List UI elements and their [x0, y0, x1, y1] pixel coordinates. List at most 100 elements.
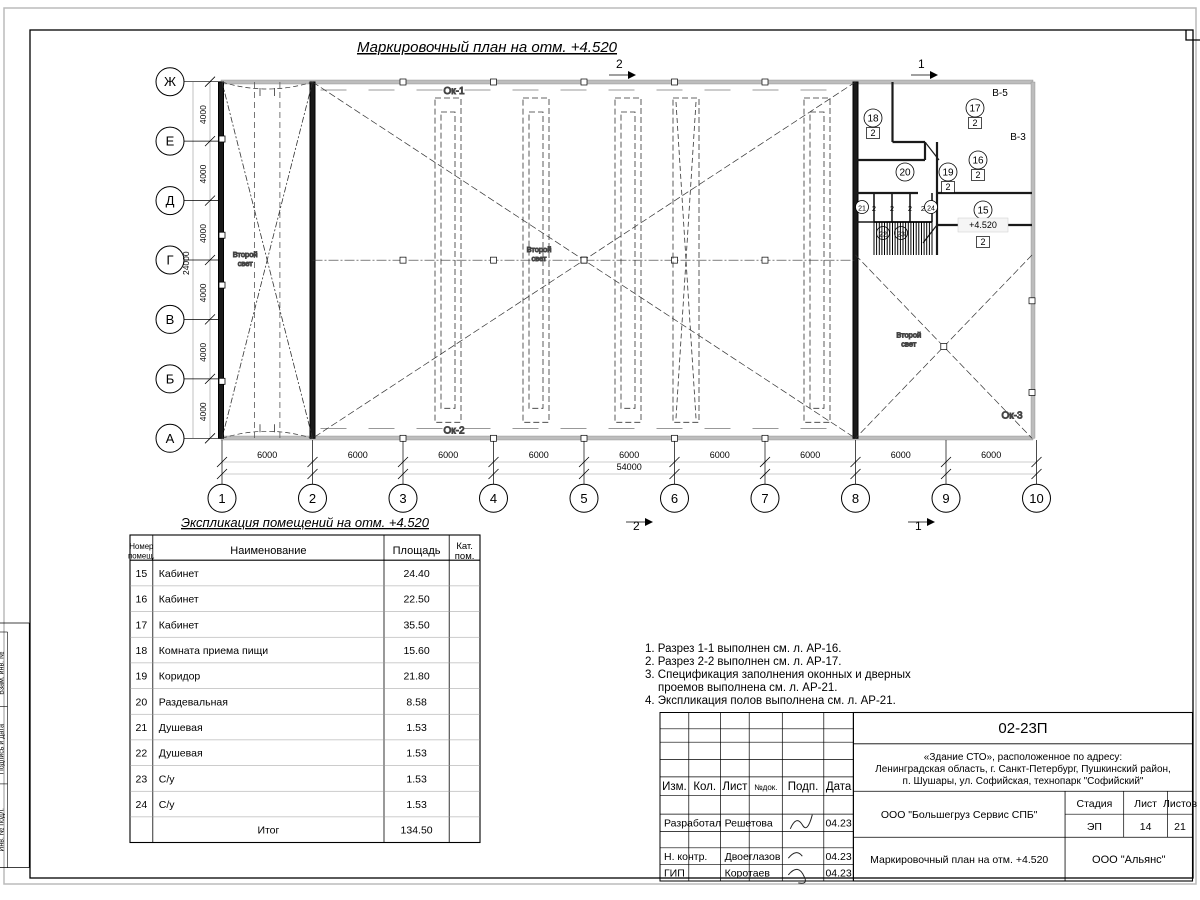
svg-text:1: 1: [918, 57, 925, 71]
svg-text:3: 3: [399, 491, 406, 506]
svg-text:24: 24: [136, 799, 148, 811]
svg-text:24000: 24000: [181, 251, 191, 275]
svg-text:21: 21: [858, 206, 866, 213]
svg-text:В-5: В-5: [992, 88, 1008, 99]
svg-text:134.50: 134.50: [401, 825, 433, 837]
svg-text:6000: 6000: [619, 450, 639, 460]
svg-text:6000: 6000: [438, 450, 458, 460]
svg-text:Маркировочный план на отм. +4.: Маркировочный план на отм. +4.520: [870, 854, 1048, 866]
svg-text:16: 16: [136, 594, 148, 606]
svg-text:15: 15: [977, 206, 989, 217]
svg-text:6: 6: [671, 491, 678, 506]
svg-text:пом.: пом.: [455, 551, 475, 562]
svg-text:2: 2: [908, 204, 912, 213]
svg-text:4. Экспликация полов выполнена: 4. Экспликация полов выполнена см. л. АР…: [645, 695, 896, 707]
svg-text:Взам. инв. №: Взам. инв. №: [0, 651, 6, 694]
svg-text:16: 16: [972, 156, 984, 167]
svg-text:С/у: С/у: [159, 799, 176, 811]
svg-text:2: 2: [972, 118, 977, 128]
svg-text:Ленинградская область, г. Санк: Ленинградская область, г. Санкт-Петербур…: [875, 763, 1171, 775]
svg-text:8: 8: [852, 491, 859, 506]
svg-text:Листов: Листов: [1163, 798, 1198, 810]
svg-text:Душевая: Душевая: [159, 722, 203, 734]
svg-text:Наименование: Наименование: [230, 545, 306, 557]
svg-text:1: 1: [915, 519, 922, 533]
svg-text:14: 14: [1140, 821, 1152, 833]
svg-text:6000: 6000: [800, 450, 820, 460]
svg-text:1.53: 1.53: [406, 799, 427, 811]
svg-text:свет: свет: [238, 259, 254, 268]
svg-text:24: 24: [927, 206, 935, 213]
svg-text:22: 22: [136, 748, 148, 760]
svg-text:ООО "Большегруз Сервис СПБ": ООО "Большегруз Сервис СПБ": [881, 809, 1038, 821]
svg-text:№док.: №док.: [754, 783, 777, 792]
svg-text:02-23П: 02-23П: [998, 720, 1047, 737]
svg-text:4000: 4000: [198, 105, 208, 124]
svg-text:Лист: Лист: [1134, 798, 1157, 810]
svg-text:2: 2: [945, 182, 950, 192]
svg-text:ЭП: ЭП: [1087, 821, 1102, 833]
svg-text:17: 17: [136, 619, 148, 631]
svg-text:Раздевальная: Раздевальная: [159, 696, 228, 708]
svg-text:Площадь: Площадь: [393, 545, 441, 557]
svg-text:8.58: 8.58: [406, 696, 427, 708]
svg-text:6000: 6000: [710, 450, 730, 460]
svg-text:свет: свет: [531, 254, 547, 263]
svg-text:Коротаев: Коротаев: [725, 867, 771, 879]
svg-text:2: 2: [309, 491, 316, 506]
svg-text:Кабинет: Кабинет: [159, 594, 199, 606]
svg-text:В-3: В-3: [1010, 132, 1026, 143]
svg-text:23: 23: [897, 232, 905, 239]
svg-text:Лист: Лист: [722, 781, 748, 793]
svg-text:Двоеглазов: Двоеглазов: [725, 851, 781, 863]
svg-text:2: 2: [975, 170, 980, 180]
svg-text:п. Шушары, ул. Софийская, техн: п. Шушары, ул. Софийская, технопарк "Соф…: [903, 775, 1144, 787]
svg-text:6000: 6000: [891, 450, 911, 460]
svg-text:Кабинет: Кабинет: [159, 619, 199, 631]
svg-text:2. Разрез 2-2 выполнен см. л.: 2. Разрез 2-2 выполнен см. л. АР-17.: [645, 656, 842, 668]
svg-text:Решетова: Решетова: [725, 817, 773, 829]
svg-text:1.53: 1.53: [406, 722, 427, 734]
svg-text:21: 21: [136, 722, 148, 734]
svg-text:18: 18: [867, 114, 879, 125]
svg-text:Е: Е: [166, 134, 175, 149]
svg-text:4: 4: [490, 491, 497, 506]
svg-text:04.23: 04.23: [825, 867, 851, 879]
svg-text:04.23: 04.23: [825, 851, 851, 863]
svg-text:Кол.: Кол.: [693, 781, 716, 793]
svg-text:21: 21: [1174, 821, 1186, 833]
svg-text:2: 2: [921, 204, 925, 213]
svg-text:1. Разрез 1-1 выполнен см. л.: 1. Разрез 1-1 выполнен см. л. АР-16.: [645, 643, 842, 655]
svg-text:ГИП: ГИП: [664, 867, 685, 879]
svg-text:6000: 6000: [348, 450, 368, 460]
svg-text:Инв. № подл.: Инв. № подл.: [0, 808, 6, 852]
svg-text:17: 17: [969, 104, 981, 115]
svg-text:Дата: Дата: [826, 781, 852, 793]
svg-text:Ок-1: Ок-1: [443, 86, 464, 97]
svg-text:свет: свет: [901, 340, 917, 349]
svg-text:2: 2: [870, 128, 875, 138]
svg-text:Г: Г: [166, 253, 173, 268]
svg-text:Ж: Ж: [164, 74, 176, 89]
svg-text:Б: Б: [166, 371, 175, 386]
svg-text:А: А: [166, 431, 175, 446]
svg-text:23: 23: [136, 773, 148, 785]
svg-text:3. Спецификация заполнения око: 3. Спецификация заполнения оконных и две…: [645, 669, 911, 681]
svg-text:В: В: [166, 312, 175, 327]
svg-text:Д: Д: [166, 193, 175, 208]
svg-text:1: 1: [218, 491, 225, 506]
svg-text:4000: 4000: [198, 343, 208, 362]
svg-text:20: 20: [899, 168, 911, 179]
svg-text:Разработал: Разработал: [664, 817, 721, 829]
svg-text:Второй: Второй: [527, 245, 552, 254]
svg-text:Ок-2: Ок-2: [443, 425, 464, 436]
svg-text:1.53: 1.53: [406, 773, 427, 785]
svg-text:15.60: 15.60: [403, 645, 429, 657]
svg-text:Изм.: Изм.: [662, 781, 687, 793]
svg-text:6000: 6000: [529, 450, 549, 460]
svg-text:4000: 4000: [198, 164, 208, 183]
svg-text:18: 18: [136, 645, 148, 657]
svg-text:21.80: 21.80: [403, 671, 429, 683]
svg-text:22.50: 22.50: [403, 594, 429, 606]
svg-text:15: 15: [136, 568, 148, 580]
